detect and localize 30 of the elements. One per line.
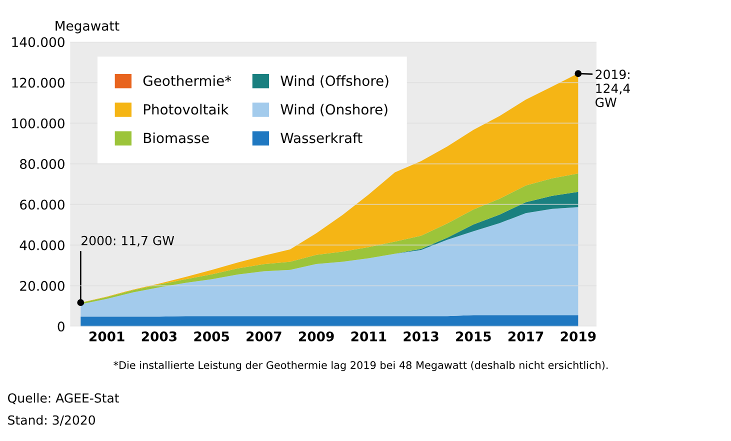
x-tick-label: 2019	[560, 331, 596, 342]
legend-label: Wasserkraft	[280, 132, 362, 144]
x-tick-label: 2001	[90, 331, 124, 342]
y-tick-label: 140.000	[12, 37, 64, 48]
x-tick-label: 2013	[404, 331, 438, 342]
y-tick-label: 20.000	[20, 280, 64, 291]
y-tick-label: 0	[58, 322, 64, 332]
legend-label: Wind (Offshore)	[280, 75, 388, 88]
x-tick-label: 2015	[456, 331, 491, 342]
source-note: Quelle: AGEE-Stat	[8, 393, 120, 404]
y-tick-label: 60.000	[20, 200, 64, 210]
y-tick-label: 40.000	[20, 240, 64, 250]
y-tick-label: 80.000	[20, 159, 64, 169]
legend-label: Wind (Onshore)	[280, 104, 388, 116]
x-tick-label: 2011	[351, 331, 386, 342]
x-tick-label: 2007	[246, 331, 282, 342]
annotation: 2019: 124,4 GW	[596, 70, 630, 108]
x-tick-label: 2009	[299, 331, 334, 342]
y-tick-label: 100.000	[12, 118, 64, 128]
text: *Die installierte Leistung der Geothermie lag 2019 bei 48 Megawatt (deshalb nicht ersichtlich).	[114, 360, 608, 372]
text: Stand: 3/2020	[8, 415, 95, 426]
x-tick-label: 2003	[142, 331, 177, 342]
y-axis-title: Megawatt	[56, 21, 120, 34]
legend-label: Biomasse	[144, 132, 209, 144]
legend-label: Photovoltaik	[144, 104, 229, 115]
annotation: 2000: 11,7 GW	[82, 236, 174, 247]
x-tick-label: 2005	[194, 331, 230, 342]
x-tick-label: 2017	[508, 331, 544, 342]
legend-label: Geothermie*	[143, 75, 232, 86]
y-tick-label: 120.000	[12, 78, 64, 88]
